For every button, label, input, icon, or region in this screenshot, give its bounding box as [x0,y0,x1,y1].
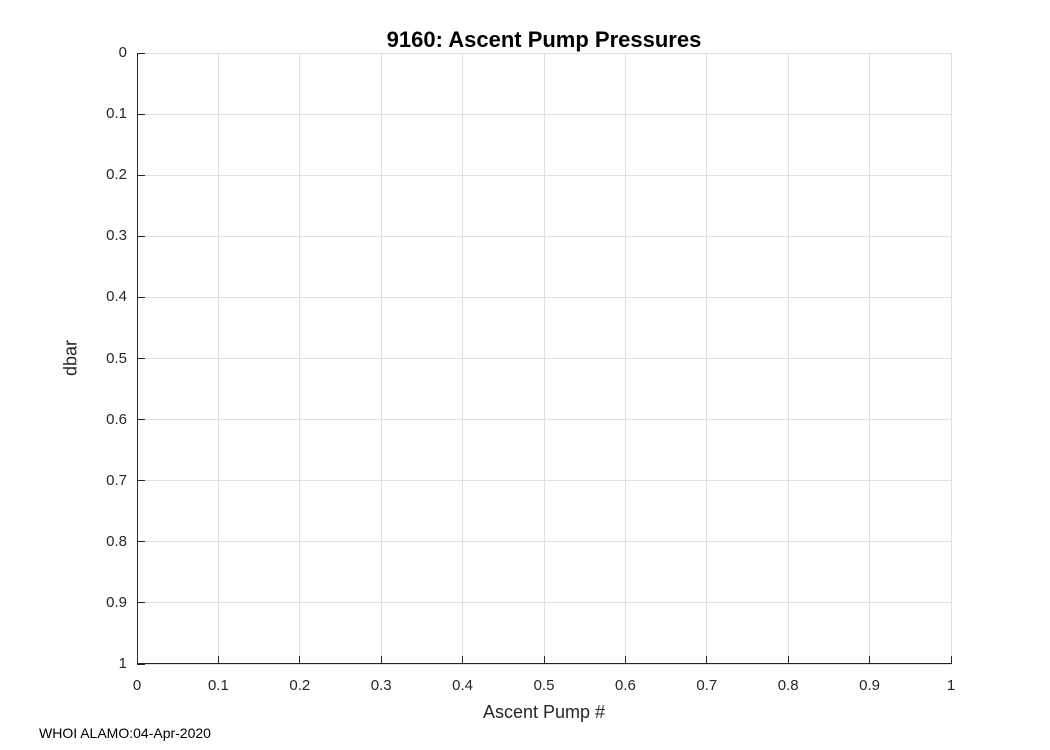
y-tick-label: 0.2 [106,166,127,184]
y-tick [137,174,145,176]
y-tick-label: 0.3 [106,227,127,245]
x-tick [543,656,545,664]
y-tick-label: 1 [118,655,127,672]
x-tick-label: 0.1 [207,677,229,694]
x-tick-label: 1 [946,677,956,694]
y-gridline [137,174,951,176]
x-tick [950,656,952,664]
x-tick-label: 0.8 [777,677,799,694]
y-tick [137,480,145,482]
x-tick-label: 0.3 [370,677,392,694]
y-gridline [137,235,951,237]
plot-area: 0 0.1 0.2 0.3 0.4 0.5 0.6 0.7 0.8 0.9 1 0 0.1 0.2 0.3 0… [106,44,955,694]
x-tick-label: 0.9 [859,677,881,694]
y-tick-label: 0 [118,44,127,61]
y-tick-label: 0.4 [106,288,127,306]
x-tick [299,656,301,664]
x-tick-label: 0.5 [533,677,555,694]
y-tick [137,113,145,115]
x-tick [624,656,626,664]
x-tick [136,656,138,664]
x-tick-label: 0.2 [289,677,311,694]
y-tick [137,419,145,421]
x-gridline [950,53,952,664]
x-tick-label: 0.7 [696,677,718,694]
x-tick [787,656,789,664]
y-gridline [137,419,951,421]
y-gridline [137,602,951,604]
y-gridline [137,296,951,298]
x-tick-label: 0.4 [452,677,474,694]
x-tick-label: 0.6 [614,677,636,694]
y-tick [137,602,145,604]
y-tick [137,541,145,543]
y-tick-label: 0.5 [106,349,127,367]
x-tick [462,656,464,664]
y-tick-label: 0.7 [106,471,127,489]
x-axis-label: Ascent Pump # [482,702,606,722]
y-tick [137,663,145,665]
y-gridline [137,358,951,359]
y-tick-label: 0.8 [106,532,127,550]
y-gridline [137,52,951,54]
x-tick-label: 0 [132,677,142,694]
y-gridline [137,663,951,665]
y-tick [137,358,145,359]
footer-annotation: WHOI ALAMO:04-Apr-2020 [39,725,211,741]
x-tick [869,656,871,664]
y-tick-label: 0.6 [106,410,127,428]
y-tick-label: 0.1 [106,105,127,123]
x-tick [380,656,382,664]
y-gridline [137,480,951,482]
y-gridline [137,113,951,115]
y-tick [137,296,145,298]
y-tick [137,235,145,237]
y-tick-label: 0.9 [106,593,127,611]
chart-title: 9160: Ascent Pump Pressures [386,27,702,52]
x-tick [706,656,708,664]
x-tick [217,656,219,664]
y-tick [137,52,145,54]
y-gridline [137,541,951,543]
